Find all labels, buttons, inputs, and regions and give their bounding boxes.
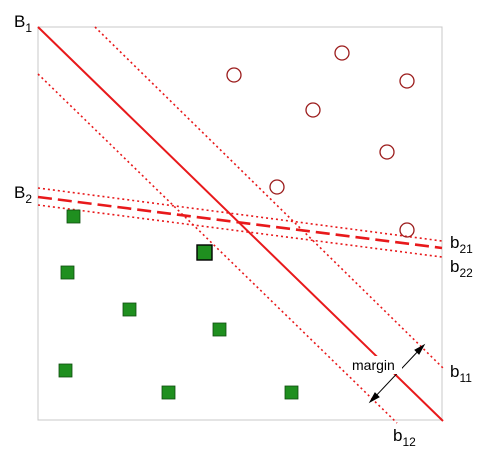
label-b12: b12 [393,426,416,449]
square-point [284,385,299,400]
label-b21-sub: 21 [459,242,473,256]
circle-point [399,222,415,238]
label-b2: B2 [14,183,32,206]
label-b1-sub: 1 [25,21,32,35]
label-b22-sub: 22 [459,266,473,280]
label-b1-main: B [14,12,25,31]
margin-line-b21 [37,187,443,242]
square-point [161,385,176,400]
label-b12-sub: 12 [402,435,416,449]
margin-line-b11 [94,26,445,370]
label-b2-sub: 2 [25,192,32,206]
label-b11: b11 [450,362,472,385]
label-b1: B1 [14,12,32,35]
square-point [122,302,137,317]
circle-point [399,73,415,89]
label-b12-main: b [393,426,402,445]
margin-arrowhead-end [414,343,426,355]
margin-line-b12 [37,73,398,424]
label-b2-main: B [14,183,25,202]
margin-label-bg [350,356,402,374]
plot-frame [37,26,443,421]
margin-label: margin [352,357,395,373]
label-b21-main: b [450,233,459,252]
square-point-highlighted [196,244,213,261]
square-point [66,209,81,224]
square-class-points [58,209,299,400]
margin-line-b22 [37,204,443,258]
square-point [212,322,227,337]
circle-point [305,102,321,118]
circle-point [334,45,350,61]
margin-arrowhead-start [368,392,380,404]
label-b11-sub: 11 [459,371,472,385]
circle-point [269,179,285,195]
square-point [60,265,75,280]
circle-point [379,144,395,160]
boundary-b2-line [37,195,443,250]
boundary-b1-line [37,26,444,422]
label-b22-main: b [450,257,459,276]
margin-arrow [368,343,426,404]
label-b21: b21 [450,233,473,256]
circle-point [226,67,242,83]
square-point [58,363,73,378]
circle-class-points [226,45,415,238]
label-b11-main: b [450,362,459,381]
label-b22: b22 [450,257,473,280]
